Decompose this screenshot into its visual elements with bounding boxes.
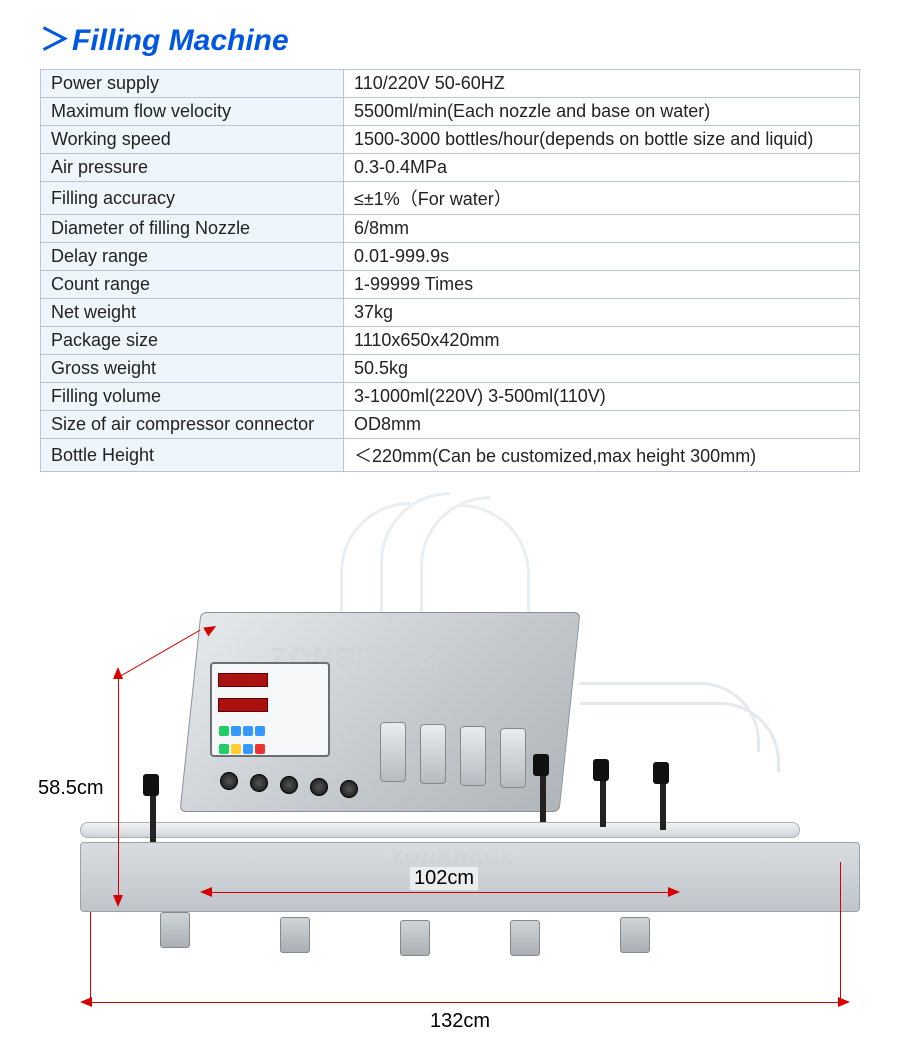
table-row: Package size1110x650x420mm — [41, 327, 860, 355]
spec-label: Net weight — [41, 299, 344, 327]
spec-value: OD8mm — [344, 411, 860, 439]
spec-value: 37kg — [344, 299, 860, 327]
dimension-inner-width: 102cm — [410, 867, 478, 890]
table-row: Gross weight50.5kg — [41, 355, 860, 383]
spec-value: 5500ml/min(Each nozzle and base on water… — [344, 98, 860, 126]
table-row: Diameter of filling Nozzle6/8mm — [41, 215, 860, 243]
table-row: Air pressure0.3-0.4MPa — [41, 154, 860, 182]
machine-illustration: ZONEPACK ZONEPACK 58.5cm 102c — [40, 492, 860, 1052]
table-row: Working speed1500-3000 bottles/hour(depe… — [41, 126, 860, 154]
spec-value: 50.5kg — [344, 355, 860, 383]
spec-label: Diameter of filling Nozzle — [41, 215, 344, 243]
spec-label: Count range — [41, 271, 344, 299]
title-text: Filling Machine — [72, 24, 289, 57]
spec-value: 1-99999 Times — [344, 271, 860, 299]
spec-label: Filling volume — [41, 383, 344, 411]
dimension-outer-width: 132cm — [430, 1010, 490, 1033]
table-row: Delay range0.01-999.9s — [41, 243, 860, 271]
table-row: Filling volume3-1000ml(220V) 3-500ml(110… — [41, 383, 860, 411]
spec-value: 0.3-0.4MPa — [344, 154, 860, 182]
spec-label: Delay range — [41, 243, 344, 271]
table-row: Count range1-99999 Times — [41, 271, 860, 299]
table-row: Bottle Height＜220mm(Can be customized,ma… — [41, 439, 860, 472]
spec-label: Size of air compressor connector — [41, 411, 344, 439]
spec-label: Maximum flow velocity — [41, 98, 344, 126]
spec-value: 1110x650x420mm — [344, 327, 860, 355]
spec-table: Power supply110/220V 50-60HZMaximum flow… — [40, 69, 860, 472]
spec-value: 6/8mm — [344, 215, 860, 243]
table-row: Filling accuracy≤±1%（For water） — [41, 182, 860, 215]
spec-value: 1500-3000 bottles/hour(depends on bottle… — [344, 126, 860, 154]
spec-label: Power supply — [41, 70, 344, 98]
table-row: Net weight37kg — [41, 299, 860, 327]
spec-label: Package size — [41, 327, 344, 355]
table-row: Size of air compressor connectorOD8mm — [41, 411, 860, 439]
spec-label: Bottle Height — [41, 439, 344, 472]
spec-value: ≤±1%（For water） — [344, 182, 860, 215]
spec-value: ＜220mm(Can be customized,max height 300m… — [344, 439, 860, 472]
chevron-icon: ＞ — [40, 24, 70, 57]
section-title: ＞Filling Machine — [40, 15, 860, 59]
spec-label: Filling accuracy — [41, 182, 344, 215]
spec-value: 110/220V 50-60HZ — [344, 70, 860, 98]
spec-label: Working speed — [41, 126, 344, 154]
table-row: Power supply110/220V 50-60HZ — [41, 70, 860, 98]
conveyor-rail — [80, 822, 800, 838]
spec-value: 0.01-999.9s — [344, 243, 860, 271]
spec-label: Gross weight — [41, 355, 344, 383]
spec-value: 3-1000ml(220V) 3-500ml(110V) — [344, 383, 860, 411]
control-panel — [210, 662, 330, 757]
dimension-height: 58.5cm — [38, 777, 104, 800]
table-row: Maximum flow velocity5500ml/min(Each noz… — [41, 98, 860, 126]
spec-label: Air pressure — [41, 154, 344, 182]
